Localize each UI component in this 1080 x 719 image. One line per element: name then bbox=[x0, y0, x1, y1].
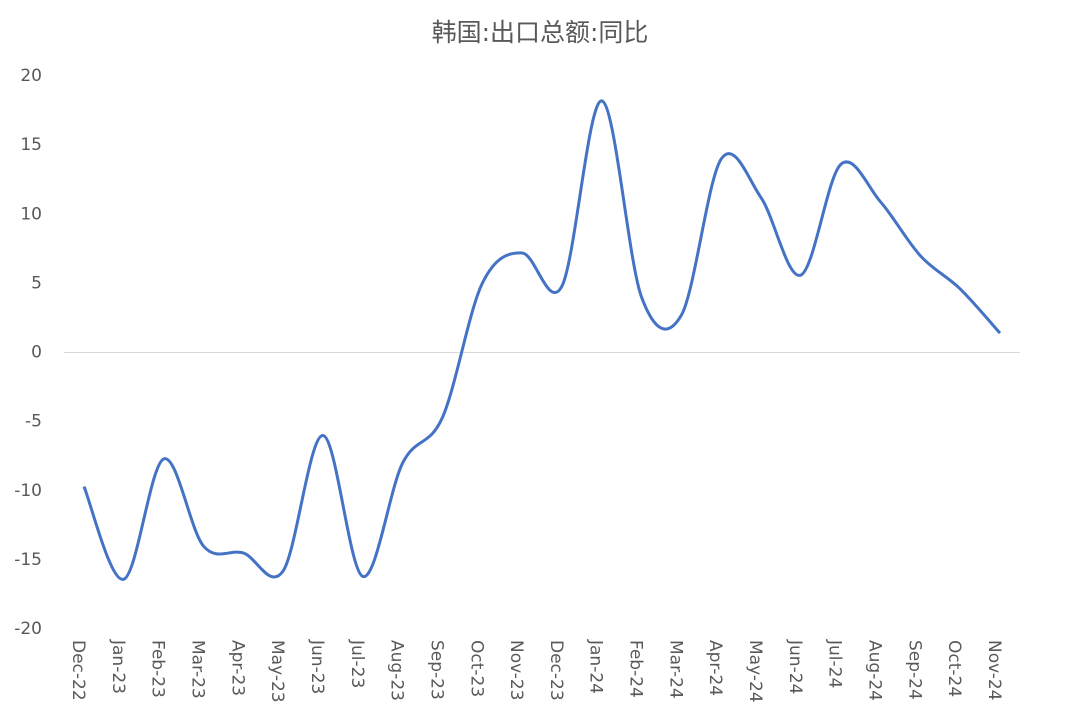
x-tick-label: Aug-24 bbox=[865, 640, 885, 701]
x-tick-label: Mar-24 bbox=[665, 640, 685, 699]
x-tick-label: Dec-22 bbox=[68, 640, 88, 701]
x-tick-label: Oct-23 bbox=[466, 640, 486, 697]
x-tick-label: Jul-24 bbox=[825, 639, 845, 688]
x-tick-label: Feb-23 bbox=[148, 640, 168, 698]
y-tick-label: 0 bbox=[31, 343, 42, 363]
x-tick-label: May-24 bbox=[745, 640, 765, 703]
x-tick-label: Oct-24 bbox=[944, 640, 964, 697]
y-tick-label: 10 bbox=[20, 204, 42, 224]
x-tick-label: Sep-23 bbox=[426, 640, 446, 700]
y-tick-label: 15 bbox=[20, 135, 42, 155]
y-tick-label: -5 bbox=[25, 412, 42, 432]
line bbox=[82, 99, 1002, 581]
x-tick-label: Feb-24 bbox=[626, 640, 646, 698]
x-tick-label: Jan-24 bbox=[586, 639, 606, 694]
x-tick-label: Jan-23 bbox=[108, 639, 128, 694]
y-tick-label: -10 bbox=[14, 481, 42, 501]
x-tick-label: Jun-24 bbox=[785, 639, 805, 694]
x-tick-label: Apr-24 bbox=[705, 640, 725, 696]
x-tick-label: Nov-23 bbox=[506, 640, 526, 701]
x-tick-label: Nov-24 bbox=[984, 640, 1004, 701]
x-tick-label: May-23 bbox=[267, 640, 287, 703]
x-tick-label: Jun-23 bbox=[307, 639, 327, 694]
y-tick-label: 5 bbox=[31, 273, 42, 293]
y-tick-label: -20 bbox=[14, 619, 42, 639]
x-tick-label: Sep-24 bbox=[904, 640, 924, 700]
x-tick-label: Jul-23 bbox=[347, 639, 367, 688]
x-tick-label: Apr-23 bbox=[227, 640, 247, 696]
x-tick-label: Mar-23 bbox=[187, 640, 207, 699]
x-tick-label: Aug-23 bbox=[387, 640, 407, 701]
y-tick-label: -15 bbox=[14, 550, 42, 570]
y-tick-label: 20 bbox=[20, 66, 42, 86]
x-tick-label: Dec-23 bbox=[546, 640, 566, 701]
chart-title: 韩国:出口总额:同比 bbox=[432, 18, 649, 47]
